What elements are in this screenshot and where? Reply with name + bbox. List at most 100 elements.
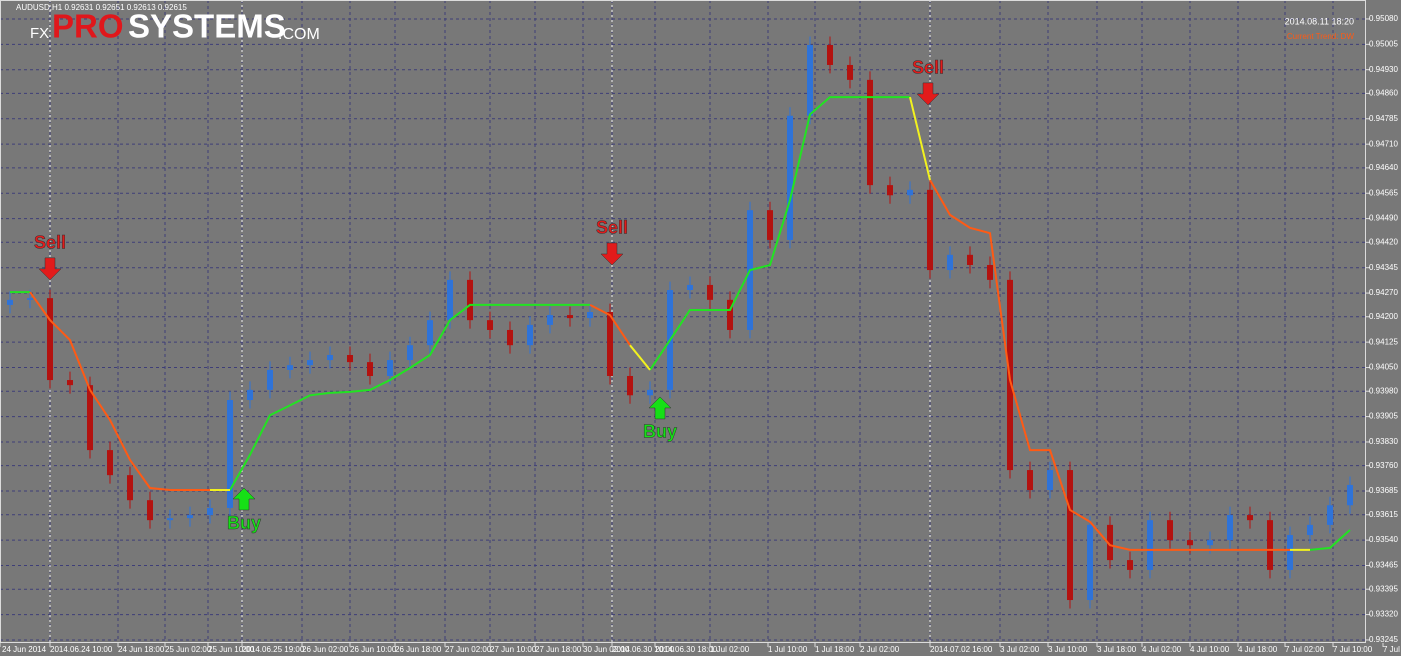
y-tick-label: 0.93980	[1369, 386, 1398, 395]
x-tick-label: 2 Jul 02:00	[860, 645, 900, 654]
candle-body	[107, 450, 113, 476]
candle-body	[147, 500, 153, 521]
candle-body	[927, 189, 933, 271]
candle-body	[187, 515, 193, 519]
candle-body	[347, 355, 353, 363]
watermark-com: .COM	[278, 26, 320, 43]
candle-body	[787, 115, 793, 240]
candle-body	[127, 475, 133, 501]
signal-label: Sell	[912, 58, 944, 78]
candle-body	[507, 329, 513, 346]
candle-body	[567, 315, 573, 319]
x-tick-label: 26 Jun 10:00	[350, 645, 397, 654]
candle-body	[947, 254, 953, 271]
candle-body	[727, 299, 733, 330]
candle-body	[1147, 520, 1153, 570]
trend-line	[210, 96, 1310, 551]
candle-body	[307, 360, 313, 366]
candle-body	[7, 299, 13, 305]
y-tick-label: 0.94930	[1369, 65, 1398, 74]
chart-title: AUDUSD,H1 0.92631 0.92651 0.92613 0.9261…	[16, 3, 187, 12]
watermark-fx: FX	[30, 25, 49, 42]
candle-body	[27, 298, 33, 300]
candle-body	[167, 518, 173, 521]
y-tick-label: 0.93320	[1369, 610, 1398, 619]
y-tick-label: 0.94640	[1369, 163, 1398, 172]
candle-body	[407, 345, 413, 361]
candle-body	[1127, 560, 1133, 570]
candle-body	[387, 360, 393, 376]
candle-body	[1327, 505, 1333, 525]
candle-body	[1287, 535, 1293, 570]
candle-body	[1067, 470, 1073, 601]
x-tick-label: 4 Jul 18:00	[1238, 645, 1278, 654]
x-tick-label: 7 Jul 10:00	[1333, 645, 1373, 654]
x-tick-label: 1 Jul 18:00	[815, 645, 855, 654]
x-tick-label: 26 Jun 18:00	[395, 645, 442, 654]
marks	[7, 36, 1353, 609]
candle-body	[327, 355, 333, 361]
x-tick-label: 2014.07.02 16:00	[930, 645, 993, 654]
trend-label: Current Trend: DW	[1287, 32, 1355, 41]
candle-body	[707, 284, 713, 300]
y-tick-label: 0.93685	[1369, 486, 1398, 495]
candle-body	[607, 312, 613, 376]
x-tick-label: 4 Jul 10:00	[1190, 645, 1230, 654]
x-tick-label: 30 Jun 02:00	[583, 645, 630, 654]
y-tick-label: 0.94050	[1369, 363, 1398, 372]
candle-body	[207, 507, 213, 516]
y-tick-label: 0.94565	[1369, 188, 1398, 197]
signal-arrow	[916, 82, 940, 106]
candle-body	[1087, 524, 1093, 601]
candle-body	[767, 210, 773, 240]
candle-body	[267, 369, 273, 390]
x-tick-label: 24 Jun 18:00	[118, 645, 165, 654]
candle-body	[687, 284, 693, 291]
y-tick-label: 0.94420	[1369, 237, 1398, 246]
candle-body	[647, 389, 653, 396]
candle-body	[847, 64, 853, 80]
y-tick-label: 0.94490	[1369, 214, 1398, 223]
y-tick-label: 0.94125	[1369, 337, 1398, 346]
candle-body	[887, 185, 893, 196]
x-tick-label: 2014.06.25 19:00	[242, 645, 305, 654]
x-tick-label: 1 Jul 10:00	[768, 645, 808, 654]
candle-body	[1227, 515, 1233, 541]
candle-body	[487, 320, 493, 330]
y-tick-label: 0.93905	[1369, 412, 1398, 421]
y-tick-label: 0.93540	[1369, 535, 1398, 544]
candle-body	[1207, 540, 1213, 546]
candle-body	[287, 365, 293, 370]
candle-body	[367, 362, 373, 376]
plot-border	[0, 0, 1366, 643]
y-tick-label: 0.94345	[1369, 263, 1398, 272]
candle-body	[87, 385, 93, 451]
y-tick-label: 0.93760	[1369, 461, 1398, 470]
candle-body	[1247, 515, 1253, 521]
x-tick-label: 3 Jul 18:00	[1097, 645, 1137, 654]
y-tick-label: 0.93395	[1369, 584, 1398, 593]
x-tick-label: 2014.06.24 10:00	[50, 645, 113, 654]
candle-body	[467, 279, 473, 321]
x-tick-label: 26 Jun 02:00	[302, 645, 349, 654]
timestamp: 2014.08.11 18:20	[1285, 16, 1354, 26]
candle-body	[587, 312, 593, 319]
signal-label: Buy	[643, 422, 677, 442]
watermark-systems: SYSTEMS	[128, 8, 286, 45]
candle-body	[1027, 470, 1033, 491]
y-tick-label: 0.95005	[1369, 39, 1398, 48]
candle-body	[1167, 520, 1173, 541]
x-tick-label: 24 Jun 2014	[2, 645, 47, 654]
candle-body	[447, 279, 453, 321]
x-tick-label: 27 Jun 18:00	[535, 645, 582, 654]
x-tick-label: 2014.06.30 18:00	[655, 645, 718, 654]
signal-label: Sell	[34, 233, 66, 253]
candle-body	[47, 298, 53, 381]
trend-line	[29, 179, 1290, 551]
candle-body	[1347, 484, 1353, 506]
candle-body	[1267, 520, 1273, 570]
candle-body	[427, 320, 433, 346]
